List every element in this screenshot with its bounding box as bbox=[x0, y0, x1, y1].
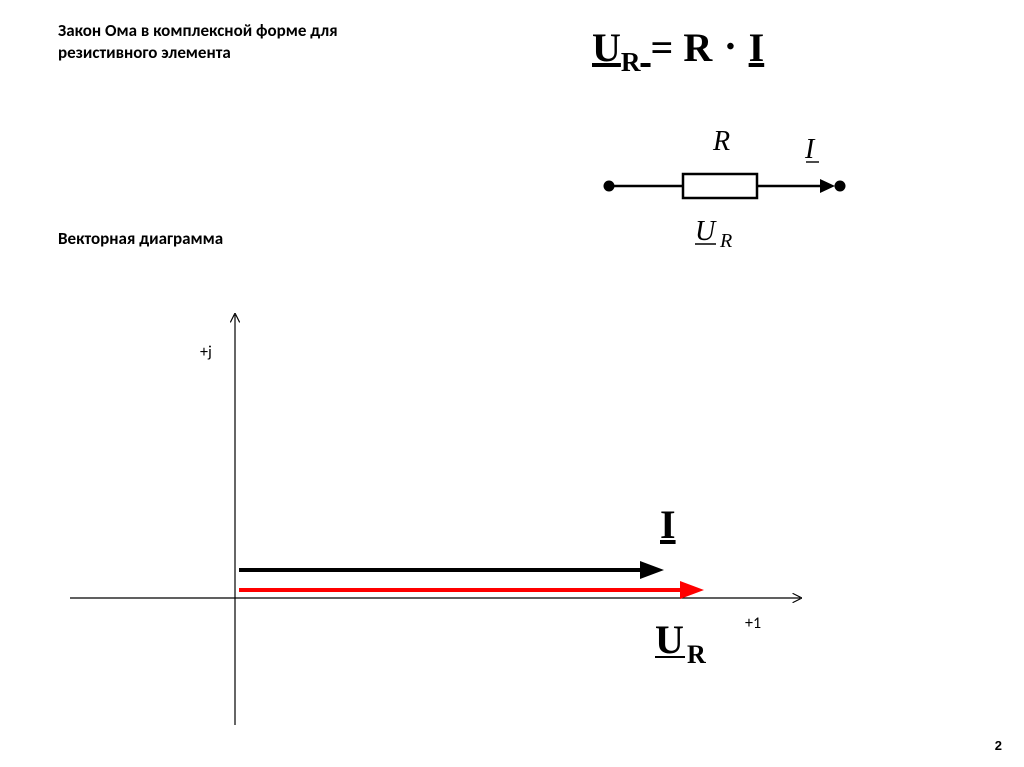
vector-diagram: +j +1 I U R bbox=[60, 300, 830, 740]
axis-label-plus1: +1 bbox=[745, 614, 761, 633]
node-right-icon bbox=[835, 181, 846, 192]
eq-equals: = bbox=[651, 25, 684, 70]
circuit-label-ur-sub: R bbox=[719, 230, 732, 252]
circuit-label-i: I bbox=[804, 134, 816, 165]
ohms-law-equation: UR = R • I bbox=[592, 24, 764, 77]
vector-ur-arrow-icon bbox=[680, 581, 704, 599]
circuit-label-r: R bbox=[712, 130, 730, 157]
page-title: Закон Ома в комплексной форме для резист… bbox=[58, 20, 438, 64]
axis-label-j: +j bbox=[200, 343, 212, 362]
page-number: 2 bbox=[995, 738, 1002, 753]
eq-r: R bbox=[683, 25, 712, 70]
svg-text:U: U bbox=[655, 617, 684, 662]
eq-i: I bbox=[749, 25, 765, 70]
resistor-circuit: R I U R bbox=[595, 130, 855, 250]
svg-text:R: R bbox=[687, 640, 706, 669]
eq-dot: • bbox=[722, 34, 738, 60]
vector-label-i: I bbox=[660, 502, 676, 547]
resistor-icon bbox=[683, 174, 757, 198]
subtitle-vector-diagram: Векторная диаграмма bbox=[58, 228, 223, 249]
circuit-label-ur: U bbox=[695, 216, 717, 247]
vector-i-arrow-icon bbox=[640, 561, 664, 579]
current-arrow-icon bbox=[820, 179, 835, 193]
vector-label-ur: U R bbox=[655, 617, 706, 669]
eq-ur: UR bbox=[592, 25, 651, 70]
